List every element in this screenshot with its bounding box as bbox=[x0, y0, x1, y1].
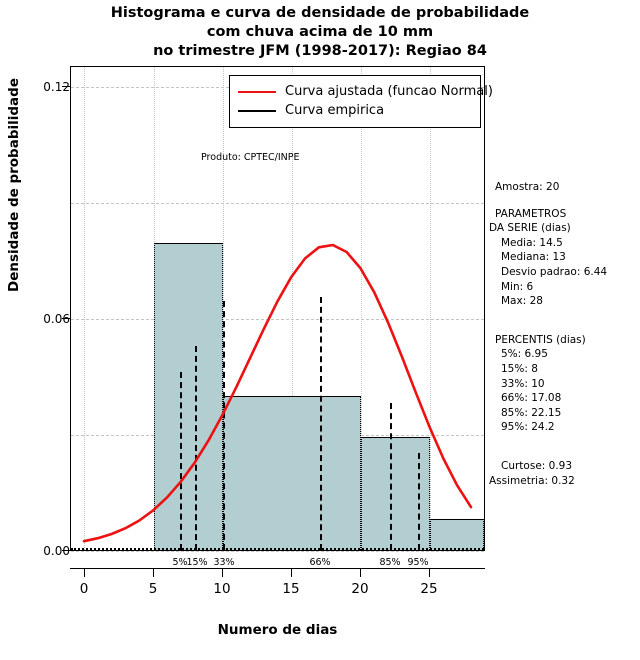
y-axis-label-wrapper: Densidade de probabilidade bbox=[6, 78, 38, 465]
produto-annotation: Produto: CPTEC/INPE bbox=[201, 152, 300, 163]
percentile-line-15 bbox=[195, 346, 197, 550]
legend-item-empirical: Curva empirica bbox=[238, 101, 472, 120]
chart-legend: Curva ajustada (funcao Normal) Curva emp… bbox=[229, 75, 493, 128]
x-tick-mark-25 bbox=[429, 568, 430, 577]
title-line-2: com chuva acima de 10 mm bbox=[206, 24, 434, 40]
histogram-bar-2 bbox=[223, 396, 361, 550]
x-tick-label-10: 10 bbox=[213, 581, 231, 597]
page-title: Histograma e curva de densidade de proba… bbox=[0, 4, 640, 61]
stat-p85: 85%: 22.15 bbox=[501, 406, 562, 419]
percentile-tag-85: 85% bbox=[379, 557, 401, 568]
stats-spacer-4 bbox=[489, 435, 640, 447]
x-axis-label: Numero de dias bbox=[217, 622, 338, 638]
percentile-line-5 bbox=[180, 372, 182, 550]
x-tick-mark-20 bbox=[360, 568, 361, 577]
percentile-line-85 bbox=[390, 403, 392, 550]
legend-swatch-fitted-icon bbox=[238, 90, 276, 93]
stats-spacer-2 bbox=[489, 309, 640, 321]
y-tick-mark-006 bbox=[62, 318, 70, 319]
x-tick-label-0: 0 bbox=[79, 581, 89, 597]
gridline-x-20 bbox=[361, 67, 362, 550]
legend-label-empirical: Curva empirica bbox=[285, 103, 385, 118]
stat-kurtosis: Curtose: 0.93 bbox=[501, 459, 573, 472]
y-axis: 0.12 0.06 0.00 bbox=[0, 0, 70, 660]
y-tick-mark-000 bbox=[62, 550, 70, 551]
gridline-y-000 bbox=[71, 551, 484, 552]
stat-p33: 33%: 10 bbox=[501, 377, 545, 390]
y-axis-label: Densidade de probabilidade bbox=[6, 78, 22, 292]
statistics-panel: Amostra: 20 PARAMETROS DA SERIE (dias) M… bbox=[489, 180, 640, 488]
stat-params-heading-1: PARAMETROS bbox=[495, 207, 567, 220]
gridline-x-15 bbox=[292, 67, 293, 550]
title-line-3: no trimestre JFM (1998-2017): Regiao 84 bbox=[153, 43, 487, 59]
gridline-x-25 bbox=[430, 67, 431, 550]
percentile-tag-33: 33% bbox=[213, 557, 235, 568]
fitted-normal-curve bbox=[82, 243, 473, 543]
stat-p95: 95%: 24.2 bbox=[501, 421, 555, 434]
percentile-line-33 bbox=[223, 301, 225, 550]
x-tick-label-15: 15 bbox=[282, 581, 300, 597]
histogram-baseline bbox=[71, 548, 484, 550]
stat-p5: 5%: 6.95 bbox=[501, 348, 548, 361]
stat-min: Min: 6 bbox=[501, 280, 534, 293]
stat-p15: 15%: 8 bbox=[501, 362, 538, 375]
density-curves bbox=[82, 243, 473, 543]
gridline-y-006 bbox=[71, 319, 484, 320]
stat-percentiles-heading: PERCENTIS (dias) bbox=[495, 333, 586, 346]
y-tick-label-000: 0.00 bbox=[43, 544, 70, 558]
stat-skewness: Assimetria: 0.32 bbox=[489, 474, 575, 487]
x-tick-label-20: 20 bbox=[351, 581, 369, 597]
percentile-tag-66: 66% bbox=[309, 557, 331, 568]
stats-spacer-5 bbox=[489, 447, 640, 459]
percentile-tag-95: 95% bbox=[407, 557, 429, 568]
gridline-y-009 bbox=[71, 203, 484, 204]
x-tick-mark-0 bbox=[84, 568, 85, 577]
histogram-bar-4 bbox=[430, 519, 484, 550]
percentile-line-66 bbox=[320, 297, 322, 550]
x-tick-label-25: 25 bbox=[420, 581, 438, 597]
legend-label-fitted: Curva ajustada (funcao Normal) bbox=[285, 84, 493, 99]
x-tick-label-5: 5 bbox=[148, 581, 158, 597]
stat-std-dev: Desvio padrao: 6.44 bbox=[501, 265, 608, 278]
x-axis-line bbox=[70, 568, 485, 569]
x-tick-mark-10 bbox=[222, 568, 223, 577]
stat-median: Mediana: 13 bbox=[501, 251, 566, 264]
percentile-line-95 bbox=[418, 453, 420, 550]
gridline-x-0 bbox=[84, 67, 85, 550]
stat-mean: Media: 14.5 bbox=[501, 236, 563, 249]
title-line-1: Histograma e curva de densidade de proba… bbox=[110, 5, 530, 21]
legend-item-fitted: Curva ajustada (funcao Normal) bbox=[238, 82, 493, 101]
percentile-tag-5: 5% bbox=[172, 557, 188, 568]
stats-spacer-1 bbox=[489, 195, 640, 207]
stat-p66: 66%: 17.08 bbox=[501, 392, 562, 405]
stat-sample-size: Amostra: 20 bbox=[495, 181, 560, 193]
x-tick-mark-5 bbox=[153, 568, 154, 577]
x-tick-mark-15 bbox=[291, 568, 292, 577]
y-tick-label-012: 0.12 bbox=[43, 80, 70, 94]
plot-area: Produto: CPTEC/INPE Curva ajustada (func… bbox=[70, 66, 493, 568]
stats-spacer-3 bbox=[489, 321, 640, 333]
stat-params-heading-2: DA SERIE (dias) bbox=[489, 222, 571, 235]
stat-max: Max: 28 bbox=[501, 295, 543, 308]
y-tick-label-006: 0.06 bbox=[43, 312, 70, 326]
legend-swatch-empirical-icon bbox=[238, 109, 276, 112]
y-tick-mark-012 bbox=[62, 86, 70, 87]
percentile-tag-15: 15% bbox=[186, 557, 208, 568]
